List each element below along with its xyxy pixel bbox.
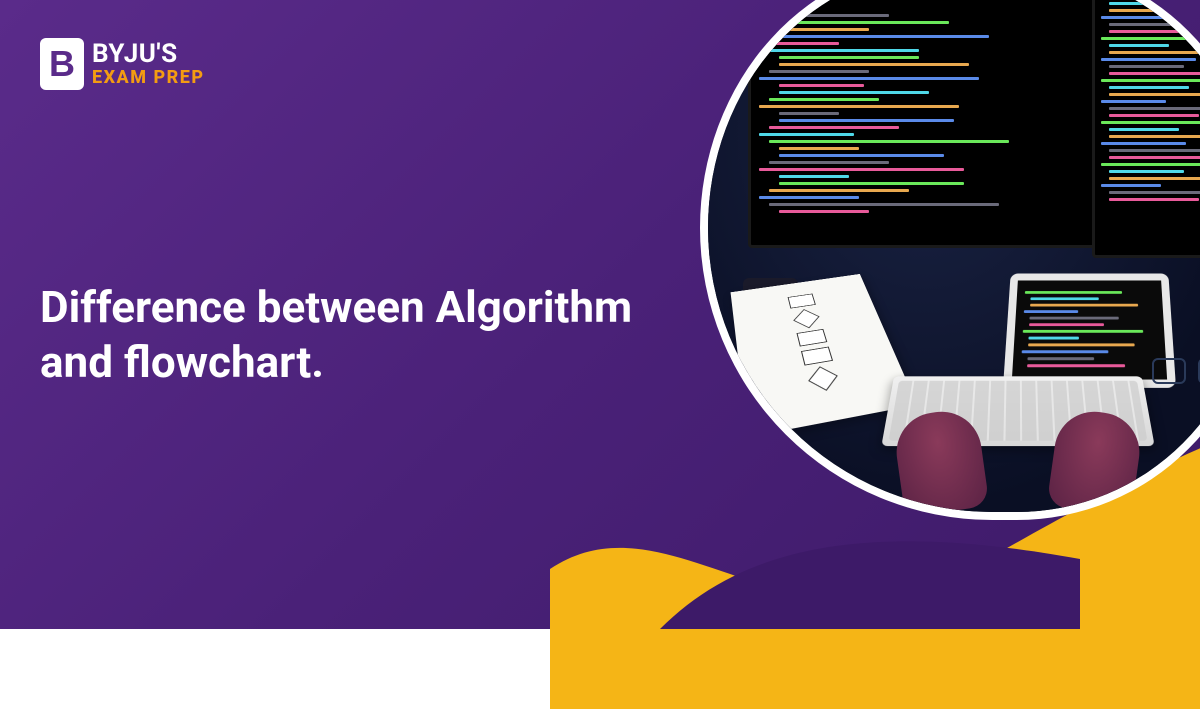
keyboard-icon — [881, 376, 1154, 446]
code-line — [1022, 350, 1109, 353]
code-line — [1028, 343, 1135, 346]
code-line — [1101, 37, 1200, 40]
code-line — [1030, 297, 1098, 300]
code-line — [1109, 149, 1200, 152]
code-line — [1101, 163, 1200, 166]
code-line — [1109, 170, 1184, 173]
logo-sub-text: EXAM PREP — [92, 69, 205, 87]
code-line — [769, 70, 869, 73]
flowchart-node — [801, 347, 833, 366]
code-line — [1101, 184, 1161, 187]
code-line — [769, 126, 899, 129]
flowchart-decision — [808, 366, 838, 391]
code-line — [779, 35, 989, 38]
code-line — [769, 98, 879, 101]
code-scene — [708, 0, 1200, 512]
code-line — [1025, 291, 1122, 294]
code-line — [1109, 198, 1199, 201]
code-line — [759, 105, 959, 108]
flowchart-node — [788, 294, 816, 309]
code-line — [1109, 23, 1200, 26]
code-line — [779, 84, 864, 87]
code-line — [1101, 16, 1171, 19]
primary-monitor — [748, 0, 1108, 248]
code-line — [1109, 177, 1200, 180]
code-line — [1109, 51, 1200, 54]
code-line — [1109, 44, 1169, 47]
banner-root: BYJU'S EXAM PREP Difference between Algo… — [0, 0, 1200, 629]
code-line — [759, 168, 964, 171]
code-line — [1101, 58, 1196, 61]
code-line — [779, 63, 969, 66]
code-line — [1101, 142, 1186, 145]
code-line — [779, 175, 849, 178]
code-line — [1030, 304, 1138, 307]
code-line — [1109, 107, 1200, 110]
code-line — [779, 91, 929, 94]
code-line — [1024, 310, 1078, 313]
code-line — [769, 21, 949, 24]
code-line — [759, 49, 919, 52]
code-line — [1109, 72, 1200, 75]
secondary-monitor — [1092, 0, 1200, 258]
code-line — [779, 119, 954, 122]
code-line — [1027, 357, 1094, 360]
code-line — [1028, 337, 1078, 340]
logo-main-text: BYJU'S — [92, 41, 205, 67]
code-line — [769, 189, 909, 192]
code-line — [1101, 121, 1200, 124]
code-line — [779, 147, 859, 150]
hero-image-frame — [700, 0, 1200, 520]
tablet-device — [1003, 273, 1176, 387]
code-line — [769, 140, 1009, 143]
code-line — [1101, 79, 1200, 82]
code-line — [759, 7, 804, 10]
flowchart-node — [796, 329, 827, 347]
code-line — [779, 112, 839, 115]
code-line — [1109, 65, 1184, 68]
code-line — [769, 203, 999, 206]
flowchart-decision — [793, 309, 819, 328]
code-line — [1109, 191, 1200, 194]
code-line — [1101, 100, 1166, 103]
code-line — [769, 42, 839, 45]
headline-text: Difference between Algorithm and flowcha… — [40, 280, 640, 390]
code-line — [1029, 323, 1104, 326]
logo-mark-icon — [40, 38, 84, 90]
code-line — [759, 196, 859, 199]
purple-wave-overlay — [660, 509, 1080, 629]
code-line — [1027, 364, 1125, 367]
code-line — [1109, 156, 1200, 159]
brand-logo: BYJU'S EXAM PREP — [40, 38, 205, 90]
code-line — [1109, 86, 1189, 89]
code-line — [779, 154, 944, 157]
code-line — [779, 210, 869, 213]
code-line — [1109, 93, 1200, 96]
code-line — [779, 28, 869, 31]
logo-text-group: BYJU'S EXAM PREP — [92, 41, 205, 87]
code-line — [1029, 317, 1118, 320]
code-line — [769, 14, 889, 17]
code-line — [1109, 9, 1200, 12]
code-line — [779, 182, 964, 185]
code-line — [1109, 128, 1179, 131]
code-line — [779, 56, 919, 59]
code-line — [1109, 114, 1199, 117]
code-line — [759, 133, 854, 136]
code-line — [1109, 2, 1199, 5]
code-line — [1023, 330, 1143, 333]
code-line — [769, 161, 889, 164]
code-line — [1109, 30, 1194, 33]
code-line — [1109, 135, 1200, 138]
code-line — [759, 77, 979, 80]
eyeglasses-icon — [1152, 358, 1200, 382]
